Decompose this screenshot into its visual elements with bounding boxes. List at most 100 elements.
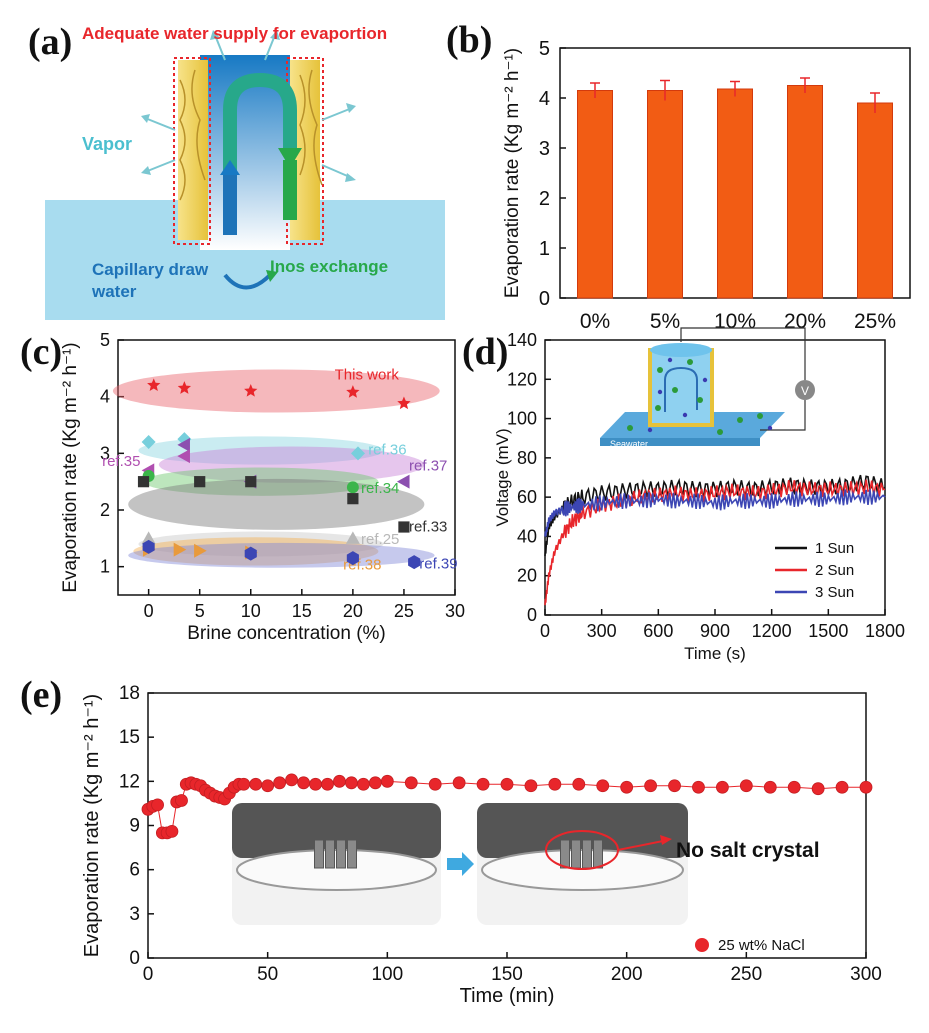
data-point [237,777,251,791]
inset-tube [648,348,714,427]
inset-meter [795,380,815,400]
y-tick-label: 4 [539,88,550,110]
data-band [143,467,379,496]
y-tick-label: 3 [539,138,550,160]
data-point [739,779,753,793]
y-tick-label: 80 [517,448,537,468]
data-point [147,378,161,391]
data-point [175,794,188,807]
x-tick-label: 300 [850,964,882,985]
inset-ion [627,425,633,431]
capillary-label-line1: Capillary draw [92,260,209,279]
x-tick-label: 200 [611,964,643,985]
series-line [544,479,886,606]
schematic-diagram: Adequate water supply for evaportion Vap… [45,24,445,320]
data-point [350,446,365,461]
x-tick-label: 0 [540,621,550,641]
inset-ion [667,357,673,363]
panel-a: (a) [0,0,460,320]
data-point [346,551,359,566]
data-point [356,777,370,791]
y-tick-label: 120 [507,369,537,389]
data-point [177,449,190,464]
inset-ion [697,397,703,403]
inset-ion [657,389,663,395]
data-point [346,481,359,494]
x-category-label: 5% [650,310,680,333]
legend-label: 2 Sun [815,562,854,579]
photo-arrow [447,852,474,876]
x-axis-label: Time (min) [460,985,555,1007]
y-axis-label: Evaporation rate (Kg m⁻² h⁻¹) [502,48,523,298]
inset-ion [767,425,773,431]
photo-caption: No salt crystal [676,839,820,862]
x-tick-label: 10 [241,601,261,621]
data-point [244,546,257,561]
data-point [177,437,190,452]
y-tick-label: 5 [100,330,110,350]
series-label: ref.39 [419,555,457,572]
photo-background [232,803,441,858]
data-point [142,539,155,554]
inset-ion [687,359,693,365]
sample-photos: No salt crystal [232,803,820,925]
data-point [428,777,442,791]
legend-label: 3 Sun [815,584,854,601]
data-point [285,773,299,787]
x-tick-label: 900 [700,621,730,641]
y-tick-label: 40 [517,526,537,546]
x-tick-label: 250 [730,964,762,985]
y-tick-label: 3 [100,443,110,463]
data-point [408,555,421,570]
x-tick-label: 1500 [808,621,848,641]
data-point [141,531,156,544]
y-tick-label: 2 [100,500,110,520]
y-tick-label: 4 [100,387,110,407]
inset-ion [702,377,708,383]
stability-chart: 0 3 6 9 12 15 18 0 50 100 150 200 250 300 Time (min) Ev… [81,683,882,1007]
panel-b: (b) 0 1 2 3 4 5 0% 5% 10% 20% 25% Evaporation rate … [440,0,929,340]
data-point [151,798,164,812]
y-tick-label: 20 [517,566,537,586]
panel-label-d: (d) [462,331,509,373]
data-point [763,780,777,794]
x-tick-label: 1200 [752,621,792,641]
x-axis-label: Brine concentration (%) [187,623,386,644]
x-tick-label: 0 [143,964,154,985]
data-band [138,436,384,465]
data-point [244,384,258,397]
series-label: ref.25 [361,531,399,548]
data-point [835,780,849,794]
inset-tube-top [650,343,712,357]
x-tick-label: 5 [195,601,205,621]
data-point [548,777,562,791]
y-tick-label: 9 [129,816,140,837]
x-tick-label: 20 [343,601,363,621]
flow-arrow [223,72,297,175]
bar [857,102,893,299]
data-point [249,777,263,791]
callout-arrowhead [660,835,672,845]
legend-label: 1 Sun [815,540,854,557]
data-point [245,476,257,488]
sample-piece [336,839,346,869]
sample-piece [314,839,324,869]
data-point [644,779,657,793]
y-axis-label: Evaporation rate (Kg m⁻² h⁻¹) [60,342,81,592]
inset-ion [682,412,688,418]
x-category-label: 10% [714,310,756,333]
panel-label-a: (a) [28,21,73,63]
data-point [572,777,586,791]
comparison-scatter-chart: 1 2 3 4 5 0 5 10 15 20 25 30 Brine concentration (%)… [60,330,465,644]
data-point [668,779,681,793]
y-tick-label: 140 [507,330,537,350]
panel-d: (d) 0 20 40 60 80 100 120 140 0 300 600 900 1200 1500… [460,320,929,670]
y-tick-label: 60 [517,487,537,507]
series-label: ref.35 [102,453,140,470]
y-tick-label: 5 [539,38,550,60]
exchange-arrow [223,273,272,290]
y-tick-label: 1 [100,557,110,577]
x-tick-label: 300 [587,621,617,641]
x-tick-label: 0 [144,601,154,621]
x-tick-label: 50 [257,964,278,985]
